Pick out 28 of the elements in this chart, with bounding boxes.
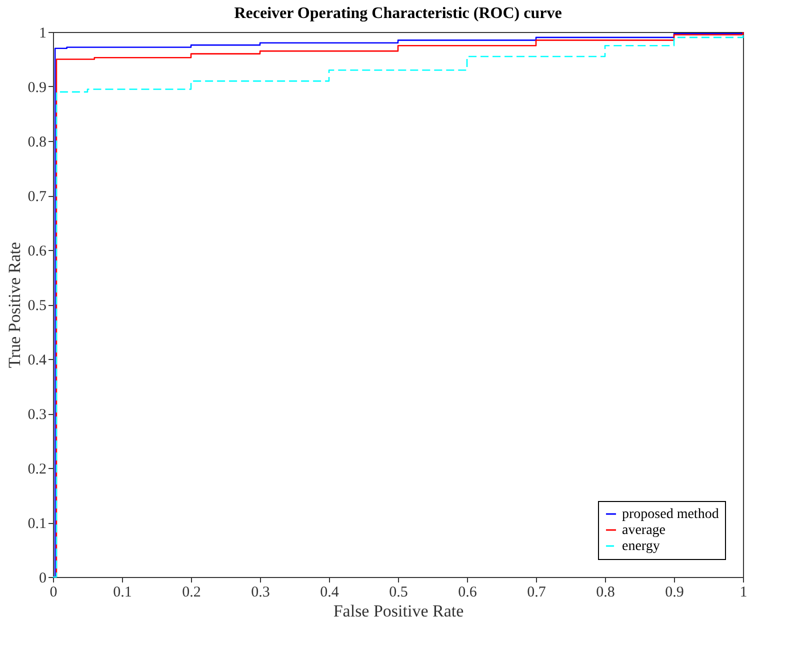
x-tick-label: 0.4 bbox=[320, 584, 340, 600]
chart-title: Receiver Operating Characteristic (ROC) curve bbox=[234, 5, 562, 22]
x-tick-label: 0.5 bbox=[389, 584, 408, 600]
x-tick-label: 0.2 bbox=[182, 584, 201, 600]
x-axis-title: False Positive Rate bbox=[333, 602, 464, 620]
y-tick-label: 0.6 bbox=[28, 244, 47, 260]
x-tick-label: 1 bbox=[740, 584, 748, 600]
y-axis-title: True Positive Rate bbox=[4, 242, 24, 368]
x-tick-label: 0.3 bbox=[251, 584, 270, 600]
y-tick-label: 0.8 bbox=[28, 134, 46, 150]
y-tick-label: 0.2 bbox=[28, 462, 46, 478]
legend-label: energy bbox=[622, 539, 660, 554]
y-tick-label: 0.5 bbox=[28, 298, 46, 314]
x-tick-label: 0.9 bbox=[665, 584, 684, 600]
y-tick-label: 1 bbox=[39, 26, 46, 42]
legend-label: average bbox=[622, 523, 666, 538]
legend-label: proposed method bbox=[622, 507, 719, 522]
y-tick-label: 0.3 bbox=[28, 407, 46, 423]
y-tick-label: 0 bbox=[39, 570, 46, 586]
x-tick-label: 0 bbox=[50, 584, 58, 600]
y-tick-label: 0.9 bbox=[28, 80, 46, 96]
y-tick-label: 0.1 bbox=[28, 516, 46, 532]
y-tick-label: 0.4 bbox=[28, 352, 47, 368]
x-tick-label: 0.1 bbox=[113, 584, 132, 600]
x-tick-label: 0.8 bbox=[596, 584, 615, 600]
x-tick-label: 0.7 bbox=[527, 584, 546, 600]
y-tick-label: 0.7 bbox=[28, 189, 47, 205]
x-tick-label: 0.6 bbox=[458, 584, 478, 600]
